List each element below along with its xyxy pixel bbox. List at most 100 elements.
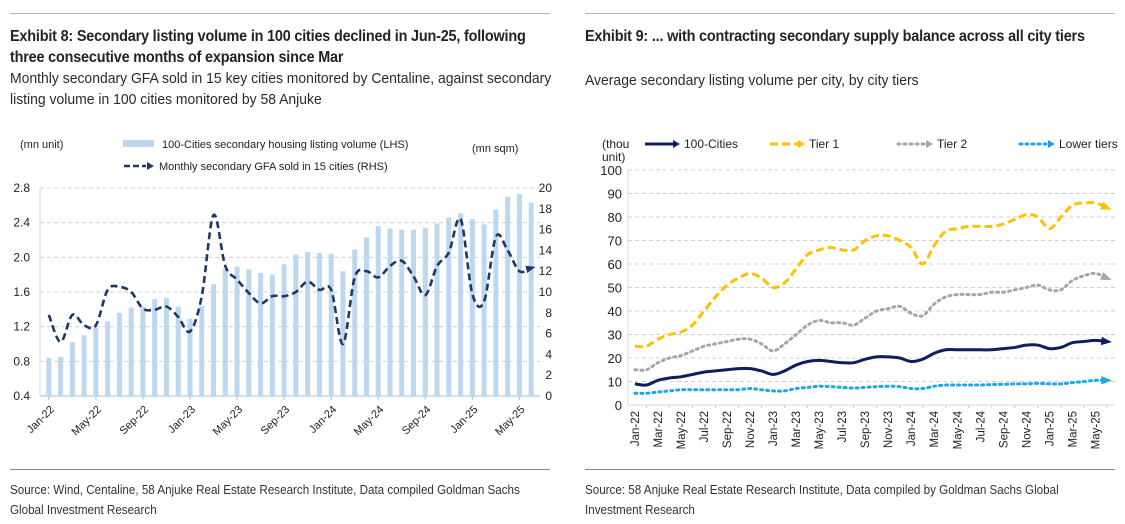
left-y-tick-label: 2.0 [13, 250, 30, 264]
bar [293, 254, 299, 396]
y-tick-label: 0 [615, 398, 622, 413]
tier-1-line [634, 200, 1108, 349]
x-tick-label: Sep-24 [400, 404, 434, 438]
bar [305, 252, 311, 396]
y-axis-unit-label-cont: unit) [602, 150, 625, 164]
bar [375, 226, 381, 396]
bar [481, 224, 487, 396]
legend-line-label: Monthly secondary GFA sold in 15 cities … [159, 161, 388, 173]
x-tick-label: Nov-22 [745, 411, 757, 448]
x-tick-label: Nov-24 [1021, 410, 1033, 448]
bar [140, 306, 146, 396]
x-tick-label: Jan-24 [906, 410, 918, 446]
bar [105, 321, 111, 396]
x-tick-label: Sep-24 [998, 410, 1010, 448]
right-y-tick-label: 16 [539, 223, 553, 237]
y-tick-label: 10 [608, 375, 622, 390]
x-tick-label: Jan-23 [768, 411, 780, 446]
lower-tiers-arrowhead [1101, 376, 1112, 385]
x-tick-label: Nov-23 [883, 411, 895, 448]
y-axis-unit-label: (thou [602, 137, 629, 151]
bar [399, 229, 405, 396]
legend-arrow-icon [926, 140, 933, 148]
bar [175, 306, 181, 396]
y-tick-label: 50 [608, 281, 622, 296]
legend-bar-label: 100-Cities secondary housing listing vol… [162, 139, 408, 151]
tier-2-line [633, 271, 1109, 372]
right-y-tick-label: 4 [545, 347, 552, 361]
x-tick-label: Mar-22 [653, 411, 665, 447]
exhibit-8-title: Exhibit 8: Secondary listing volume in 1… [10, 28, 526, 66]
exhibit-9-source: Source: 58 Anjuke Real Estate Research I… [585, 483, 1059, 517]
y-tick-label: 90 [608, 187, 622, 202]
bar [352, 249, 358, 396]
bar [258, 272, 264, 396]
x-tick-label: May-24 [952, 410, 964, 449]
x-tick-label: Jan-24 [307, 404, 339, 436]
x-tick-label: Sep-23 [259, 404, 293, 438]
legend-100-cities-label: 100-Cities [684, 137, 738, 151]
bar [152, 298, 158, 396]
y-tick-label: 80 [608, 210, 622, 225]
x-tick-label: Jan-22 [630, 411, 642, 446]
exhibit-9-title: Exhibit 9: ... with contracting secondar… [585, 28, 1085, 45]
right-y-tick-label: 2 [545, 368, 552, 382]
gfa-line-arrowhead [525, 265, 536, 274]
bar [505, 196, 511, 396]
bar [81, 335, 87, 396]
bar [234, 266, 240, 396]
bar [446, 217, 452, 396]
100-cities-arrowhead [1100, 336, 1112, 346]
x-tick-label: May-22 [70, 404, 104, 438]
lower-tiers-line [633, 378, 1109, 395]
right-y-tick-label: 10 [539, 285, 553, 299]
y-tick-label: 40 [608, 304, 622, 319]
bar [422, 227, 428, 396]
y-tick-label: 70 [608, 234, 622, 249]
x-tick-label: May-22 [676, 411, 688, 449]
bar [516, 194, 522, 396]
exhibit-9-subtitle: Average secondary listing volume per cit… [585, 72, 919, 89]
x-tick-label: Mar-24 [929, 410, 941, 447]
x-tick-label: Sep-22 [722, 411, 734, 448]
bar [246, 269, 252, 396]
legend-arrow-icon [147, 162, 154, 170]
right-y-tick-label: 12 [539, 264, 553, 278]
x-tick-label: May-25 [493, 404, 527, 438]
bar [69, 342, 75, 396]
bar [493, 209, 499, 396]
bar [387, 228, 393, 396]
legend-arrow-icon [673, 140, 680, 148]
tier-1-arrowhead [1100, 201, 1112, 210]
exhibit-8-source: Source: Wind, Centaline, 58 Anjuke Real … [10, 483, 520, 517]
left-axis-unit-label: (mn unit) [20, 139, 63, 151]
exhibit-8-panel: Exhibit 8: Secondary listing volume in 1… [10, 0, 553, 524]
legend-arrow-icon [1048, 140, 1055, 148]
bar [281, 264, 287, 396]
bar [222, 268, 228, 396]
left-y-tick-label: 2.8 [13, 181, 30, 195]
left-y-tick-label: 0.8 [13, 354, 30, 368]
bar [46, 357, 52, 396]
top-rule [10, 13, 550, 14]
x-tick-label: Jan-23 [166, 404, 198, 436]
x-tick-label: Jul-24 [975, 410, 987, 442]
legend-tier-2-label: Tier 2 [937, 137, 968, 151]
x-tick-label: Jan-22 [25, 404, 57, 436]
gfa-sold-line [47, 213, 532, 346]
right-y-tick-label: 6 [545, 327, 552, 341]
exhibit-9-panel: Exhibit 9: ... with contracting secondar… [585, 0, 1118, 524]
top-rule [585, 13, 1115, 14]
bar [163, 298, 169, 396]
exhibit-8-subtitle: Monthly secondary GFA sold in 15 key cit… [10, 70, 552, 108]
y-tick-label: 60 [608, 257, 622, 272]
x-tick-label: Jul-22 [699, 411, 711, 442]
100-cities-line [634, 338, 1108, 387]
y-tick-label: 20 [608, 351, 622, 366]
right-y-tick-label: 18 [539, 202, 553, 216]
x-tick-label: Sep-22 [117, 404, 151, 438]
bar [58, 357, 64, 396]
legend-bar-swatch [123, 140, 154, 147]
bar [528, 202, 534, 396]
x-tick-label: May-23 [814, 411, 826, 449]
